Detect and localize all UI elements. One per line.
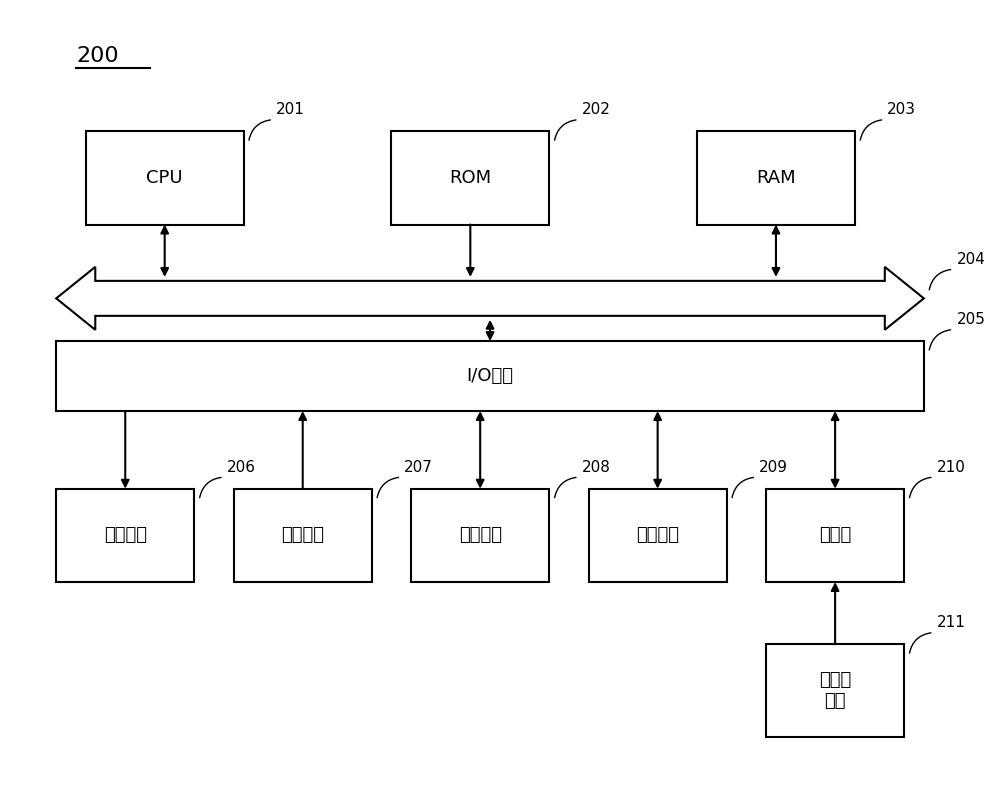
Polygon shape xyxy=(56,267,924,330)
Text: CPU: CPU xyxy=(146,169,183,187)
Text: RAM: RAM xyxy=(756,169,796,187)
Text: 207: 207 xyxy=(404,460,433,475)
Text: 209: 209 xyxy=(759,460,788,475)
Text: 驱动器: 驱动器 xyxy=(819,526,851,544)
Text: 211: 211 xyxy=(937,615,966,630)
FancyBboxPatch shape xyxy=(411,489,549,582)
Text: 201: 201 xyxy=(276,102,305,117)
Text: 存储部分: 存储部分 xyxy=(459,526,502,544)
Text: 202: 202 xyxy=(582,102,611,117)
Text: 208: 208 xyxy=(582,460,611,475)
FancyBboxPatch shape xyxy=(589,489,727,582)
FancyBboxPatch shape xyxy=(234,489,372,582)
Text: 205: 205 xyxy=(956,312,985,327)
Text: 可拆卸
介质: 可拆卸 介质 xyxy=(819,672,851,710)
Text: 206: 206 xyxy=(227,460,256,475)
Text: 通信部分: 通信部分 xyxy=(636,526,679,544)
FancyBboxPatch shape xyxy=(766,644,904,737)
Text: 204: 204 xyxy=(956,252,985,267)
FancyBboxPatch shape xyxy=(391,131,549,225)
Text: ROM: ROM xyxy=(449,169,491,187)
Text: 输入部分: 输入部分 xyxy=(104,526,147,544)
Text: 200: 200 xyxy=(76,46,119,66)
FancyBboxPatch shape xyxy=(697,131,855,225)
FancyBboxPatch shape xyxy=(766,489,904,582)
Text: I/O接口: I/O接口 xyxy=(467,367,514,385)
Text: 203: 203 xyxy=(887,102,916,117)
Text: 210: 210 xyxy=(937,460,966,475)
FancyBboxPatch shape xyxy=(56,489,194,582)
Text: 输出部分: 输出部分 xyxy=(281,526,324,544)
FancyBboxPatch shape xyxy=(86,131,244,225)
FancyBboxPatch shape xyxy=(56,341,924,411)
